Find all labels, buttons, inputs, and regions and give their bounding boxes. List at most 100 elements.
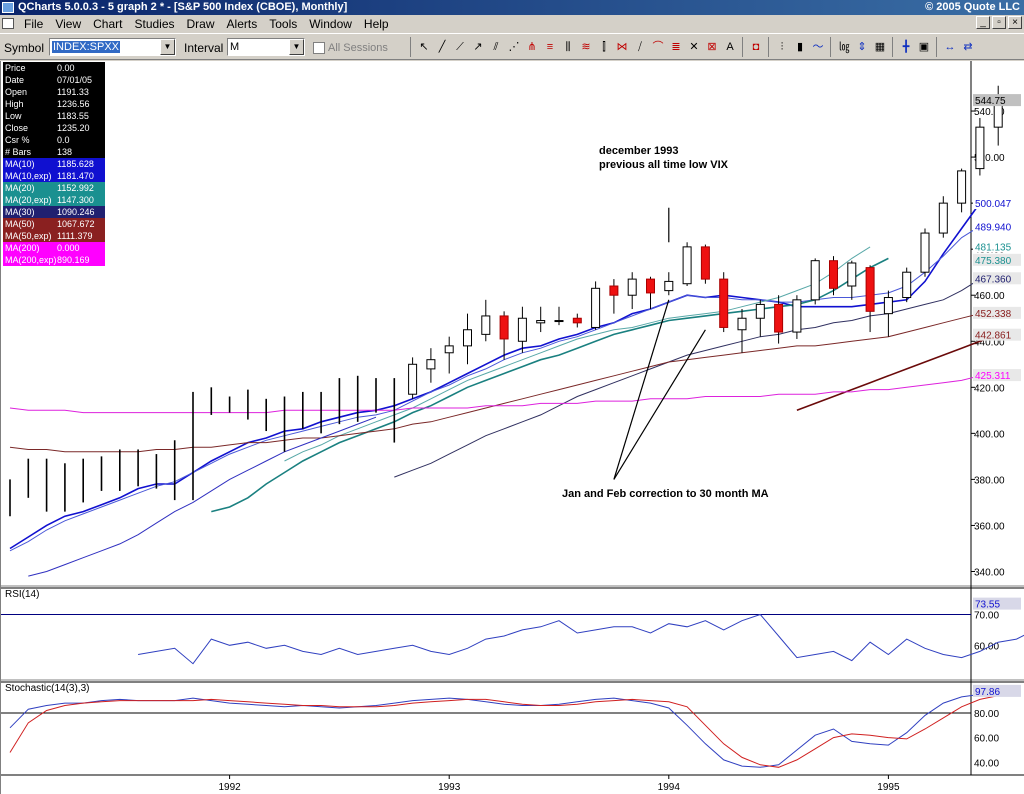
data-window-row: MA(50) 1067.672 xyxy=(3,218,105,230)
scroll-icon[interactable]: ⇄ xyxy=(963,41,973,53)
data-window-key: MA(50,exp) xyxy=(5,231,52,241)
zoom-icon[interactable]: ⇕ xyxy=(857,41,867,53)
minimize-button[interactable]: _ xyxy=(976,16,990,29)
annotation-line xyxy=(613,299,670,480)
data-window-key: Price xyxy=(5,63,26,73)
candle-body xyxy=(865,267,875,312)
candle-body xyxy=(774,303,784,333)
andrews-pitchfork-icon[interactable]: ⋈ xyxy=(616,41,628,53)
rsi-tick-label: 60.00 xyxy=(974,641,999,652)
menu-tools[interactable]: Tools xyxy=(269,17,298,31)
price-tick-label: 420.00 xyxy=(974,383,1005,394)
menu-alerts[interactable]: Alerts xyxy=(226,17,258,31)
data-window-key: # Bars xyxy=(5,147,32,157)
axis-value-label: 500.047 xyxy=(975,199,1012,210)
all-sessions-checkbox[interactable] xyxy=(313,42,325,54)
price-tick-label: 520.00 xyxy=(974,153,1005,164)
rsi-line xyxy=(138,613,1024,665)
stoch-tick-label: 40.00 xyxy=(974,758,999,769)
interval-label: Interval xyxy=(184,41,224,55)
fib-fan-icon[interactable]: ≋ xyxy=(581,41,591,53)
ray-tool-icon[interactable]: ⟋ xyxy=(456,41,464,53)
toolbar-separator xyxy=(936,37,942,57)
properties-icon[interactable]: ▣ xyxy=(918,41,930,53)
axis-value-label: 481.135 xyxy=(975,243,1012,254)
candle-body xyxy=(627,278,637,296)
interval-combo[interactable]: M ▼ xyxy=(227,38,305,56)
symbol-combo[interactable]: INDEX:SPXX ▼ xyxy=(49,38,176,56)
symbol-value: INDEX:SPXX xyxy=(52,41,121,53)
channel-tool-icon[interactable]: ⫽ xyxy=(493,41,499,53)
line-chart-icon[interactable]: 〜 xyxy=(812,41,824,53)
menu-studies[interactable]: Studies xyxy=(134,17,175,31)
price-tick-label: 380.00 xyxy=(974,475,1005,486)
data-window-value: 1181.470 xyxy=(57,171,94,181)
expand-icon[interactable]: ↔ xyxy=(944,41,956,53)
speed-lines-icon[interactable]: ⫼ xyxy=(565,41,571,53)
text-tool-icon[interactable]: A xyxy=(726,41,734,53)
moving-average-line xyxy=(9,202,981,550)
toolbar-separator xyxy=(830,37,836,57)
menu-view[interactable]: View xyxy=(55,17,82,31)
bar-chart-icon[interactable]: ⫶ xyxy=(780,41,784,53)
gann-fan-icon[interactable]: ⋔ xyxy=(527,41,537,53)
candle-body xyxy=(700,246,710,280)
menu-help[interactable]: Help xyxy=(363,17,389,31)
data-window-key: MA(10) xyxy=(5,159,35,169)
chart-canvas[interactable]: 340.00 360.00 380.00 400.00 420.00 440.00 460.… xyxy=(1,61,1024,794)
annotation-low-vix: previous all time low VIX xyxy=(599,159,728,171)
arrow-line-tool-icon[interactable]: ↗ xyxy=(473,41,483,53)
data-window-key: MA(50) xyxy=(5,219,35,229)
fib-retracement-icon[interactable]: ≡ xyxy=(546,41,554,53)
log-scale-icon[interactable]: ㏒ xyxy=(838,41,850,53)
gann-box-icon[interactable]: ⊠ xyxy=(707,41,717,53)
moving-average-line xyxy=(28,416,377,577)
trendline-tool-icon[interactable]: ╱ xyxy=(438,41,446,53)
grid-icon[interactable]: ▦ xyxy=(874,41,886,53)
fib-arc-icon[interactable]: ⌒ xyxy=(652,41,664,53)
menu-chart[interactable]: Chart xyxy=(93,17,123,31)
data-window-row: Price 0.00 xyxy=(3,62,105,74)
data-window-key: Low xyxy=(5,111,22,121)
chart-settings-icon[interactable]: ◘ xyxy=(752,41,760,53)
arrow-tool-icon[interactable]: ✕ xyxy=(689,41,699,53)
data-window-value: 0.00 xyxy=(57,63,75,73)
cycle-lines-icon[interactable]: ⫿ xyxy=(602,41,606,53)
restore-button[interactable]: ▫ xyxy=(992,16,1006,29)
fib-extension-icon[interactable]: ≣ xyxy=(671,41,681,53)
data-window-row: High 1236.56 xyxy=(3,98,105,110)
menu-window[interactable]: Window xyxy=(309,17,352,31)
candle-body xyxy=(646,278,655,294)
data-window-row: MA(30) 1090.246 xyxy=(3,206,105,218)
candle-body xyxy=(755,303,765,319)
data-window-row: Csr % 0.0 xyxy=(3,134,105,146)
chevron-down-icon[interactable]: ▼ xyxy=(160,39,175,55)
candle-body xyxy=(426,359,436,370)
data-window-key: Csr % xyxy=(5,135,30,145)
candle-body xyxy=(408,363,418,395)
fan-tool-icon[interactable]: ⋰ xyxy=(508,41,520,53)
rsi-tick-label: 70.00 xyxy=(974,611,999,622)
regression-channel-icon[interactable]: ⧸ xyxy=(638,41,642,53)
chevron-down-icon[interactable]: ▼ xyxy=(289,39,304,55)
close-button[interactable]: × xyxy=(1008,16,1022,29)
crosshair-icon[interactable]: ╋ xyxy=(902,41,910,53)
candle-body xyxy=(902,271,912,299)
data-window-key: MA(200) xyxy=(5,243,40,253)
candle-chart-icon[interactable]: ▮ xyxy=(796,41,804,53)
pointer-tool-icon[interactable]: ↖ xyxy=(419,41,429,53)
candle-body xyxy=(554,320,564,323)
moving-average-line xyxy=(211,257,889,513)
candle-body xyxy=(609,285,619,296)
data-window-value: 1235.20 xyxy=(57,123,90,133)
menu-file[interactable]: File xyxy=(24,17,44,31)
app-icon xyxy=(2,2,14,13)
chart-area[interactable]: 340.00 360.00 380.00 400.00 420.00 440.00 460.… xyxy=(0,61,1024,794)
candle-body xyxy=(719,278,729,328)
candle-body xyxy=(810,260,820,301)
data-window-key: MA(20,exp) xyxy=(5,195,52,205)
menu-draw[interactable]: Draw xyxy=(186,17,215,31)
document-icon[interactable] xyxy=(2,18,14,29)
data-window-key: MA(10,exp) xyxy=(5,171,52,181)
candle-body xyxy=(499,315,509,340)
